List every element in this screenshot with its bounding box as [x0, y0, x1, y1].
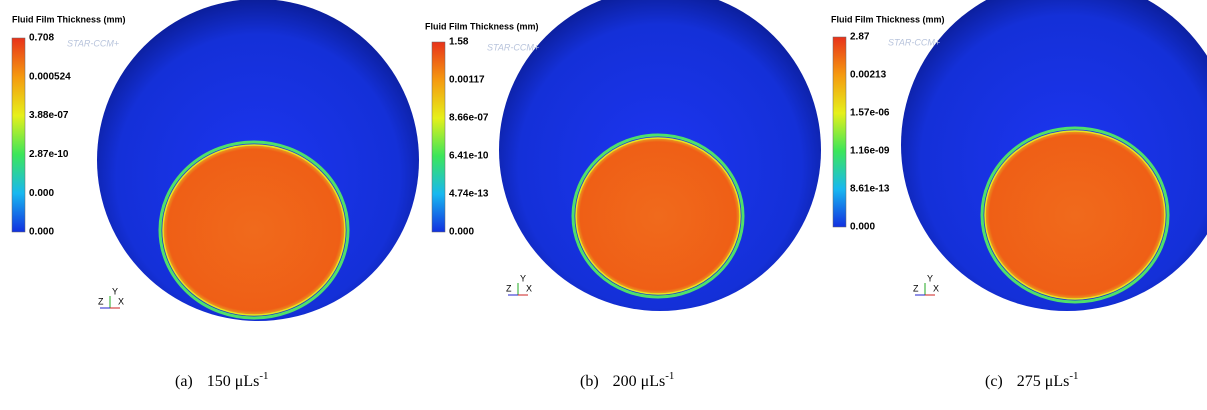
film — [576, 138, 740, 294]
caption: (a) 150 μLs-1 — [175, 370, 269, 390]
panel: Fluid Film Thickness (mm) 1.58 0.00117 8.66… — [425, 0, 821, 390]
axis-label: X — [526, 283, 532, 293]
scale-label: 0.00117 — [449, 75, 485, 86]
scale-label: 1.58 — [449, 37, 469, 48]
legend-title: Fluid Film Thickness (mm) — [831, 14, 945, 24]
caption-superscript: -1 — [665, 370, 674, 382]
film — [985, 131, 1165, 299]
caption-superscript: -1 — [259, 370, 268, 382]
scale-label: 1.57e-06 — [850, 108, 890, 119]
caption-label: (b) — [580, 373, 599, 390]
legend-title: Fluid Film Thickness (mm) — [12, 14, 126, 24]
scale-label: 8.61e-13 — [850, 184, 890, 195]
caption-value: 200 μLs — [613, 373, 666, 390]
scale-label: 0.000 — [29, 227, 54, 238]
scale-label: 2.87e-10 — [29, 149, 69, 160]
caption-superscript: -1 — [1069, 370, 1078, 382]
watermark: STAR-CCM+ — [67, 38, 119, 48]
scale-label: 0.708 — [29, 33, 54, 44]
caption-label: (a) — [175, 373, 193, 390]
scale-label: 0.000 — [449, 227, 474, 238]
watermark: STAR-CCM+ — [888, 37, 940, 47]
scale-label: 4.74e-13 — [449, 189, 489, 200]
figure: Fluid Film Thickness (mm) 0.708 0.000524 3.… — [0, 0, 1207, 410]
film — [163, 145, 345, 315]
axis-label: Y — [520, 273, 526, 283]
axis-label: Z — [913, 283, 919, 293]
scale-label: 0.000 — [29, 188, 54, 199]
panel: Fluid Film Thickness (mm) 0.708 0.000524 3.… — [12, 0, 419, 390]
scale-label: 3.88e-07 — [29, 110, 69, 121]
scale-label: 1.16e-09 — [850, 146, 890, 157]
caption: (c) 275 μLs-1 — [985, 370, 1079, 390]
axis-label: Z — [506, 283, 512, 293]
caption-label: (c) — [985, 373, 1003, 390]
axis-label: Y — [112, 286, 118, 296]
panel: Fluid Film Thickness (mm) 2.87 0.00213 1.57… — [831, 0, 1207, 390]
scale-label: 0.000 — [850, 222, 875, 233]
scale-label: 0.00213 — [850, 70, 887, 81]
axis-label: Z — [98, 296, 104, 306]
caption: (b) 200 μLs-1 — [580, 370, 674, 390]
colorbar — [432, 42, 445, 232]
scale-label: 6.41e-10 — [449, 151, 489, 162]
axis-label: Y — [927, 273, 933, 283]
scale-label: 8.66e-07 — [449, 113, 489, 124]
axis-label: X — [118, 296, 124, 306]
axis-label: X — [933, 283, 939, 293]
colorbar — [833, 37, 846, 227]
scale-label: 2.87 — [850, 32, 870, 43]
legend-title: Fluid Film Thickness (mm) — [425, 21, 539, 31]
colorbar — [12, 38, 25, 232]
scale-label: 0.000524 — [29, 71, 71, 82]
caption-value: 275 μLs — [1017, 373, 1070, 390]
watermark: STAR-CCM+ — [487, 42, 539, 52]
caption-value: 150 μLs — [207, 373, 260, 390]
